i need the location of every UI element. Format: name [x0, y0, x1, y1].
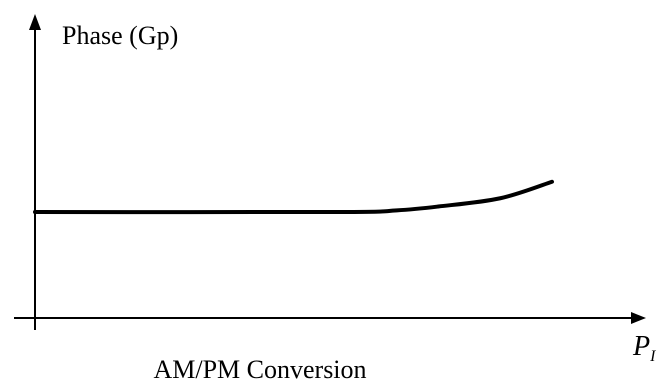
y-axis [29, 14, 41, 330]
x-axis-label: PI [632, 331, 656, 365]
series-layer [33, 179, 554, 215]
y-axis-arrowhead [29, 14, 41, 30]
y-axis-label: Phase (Gp) [62, 21, 178, 50]
x-axis-arrowhead [631, 312, 646, 324]
x-axis [14, 312, 646, 324]
x-axis-label-subscript: I [649, 348, 656, 365]
chart-title: AM/PM Conversion [153, 355, 366, 383]
x-axis-label-symbol: P [632, 331, 650, 362]
series-line-1 [33, 179, 554, 215]
